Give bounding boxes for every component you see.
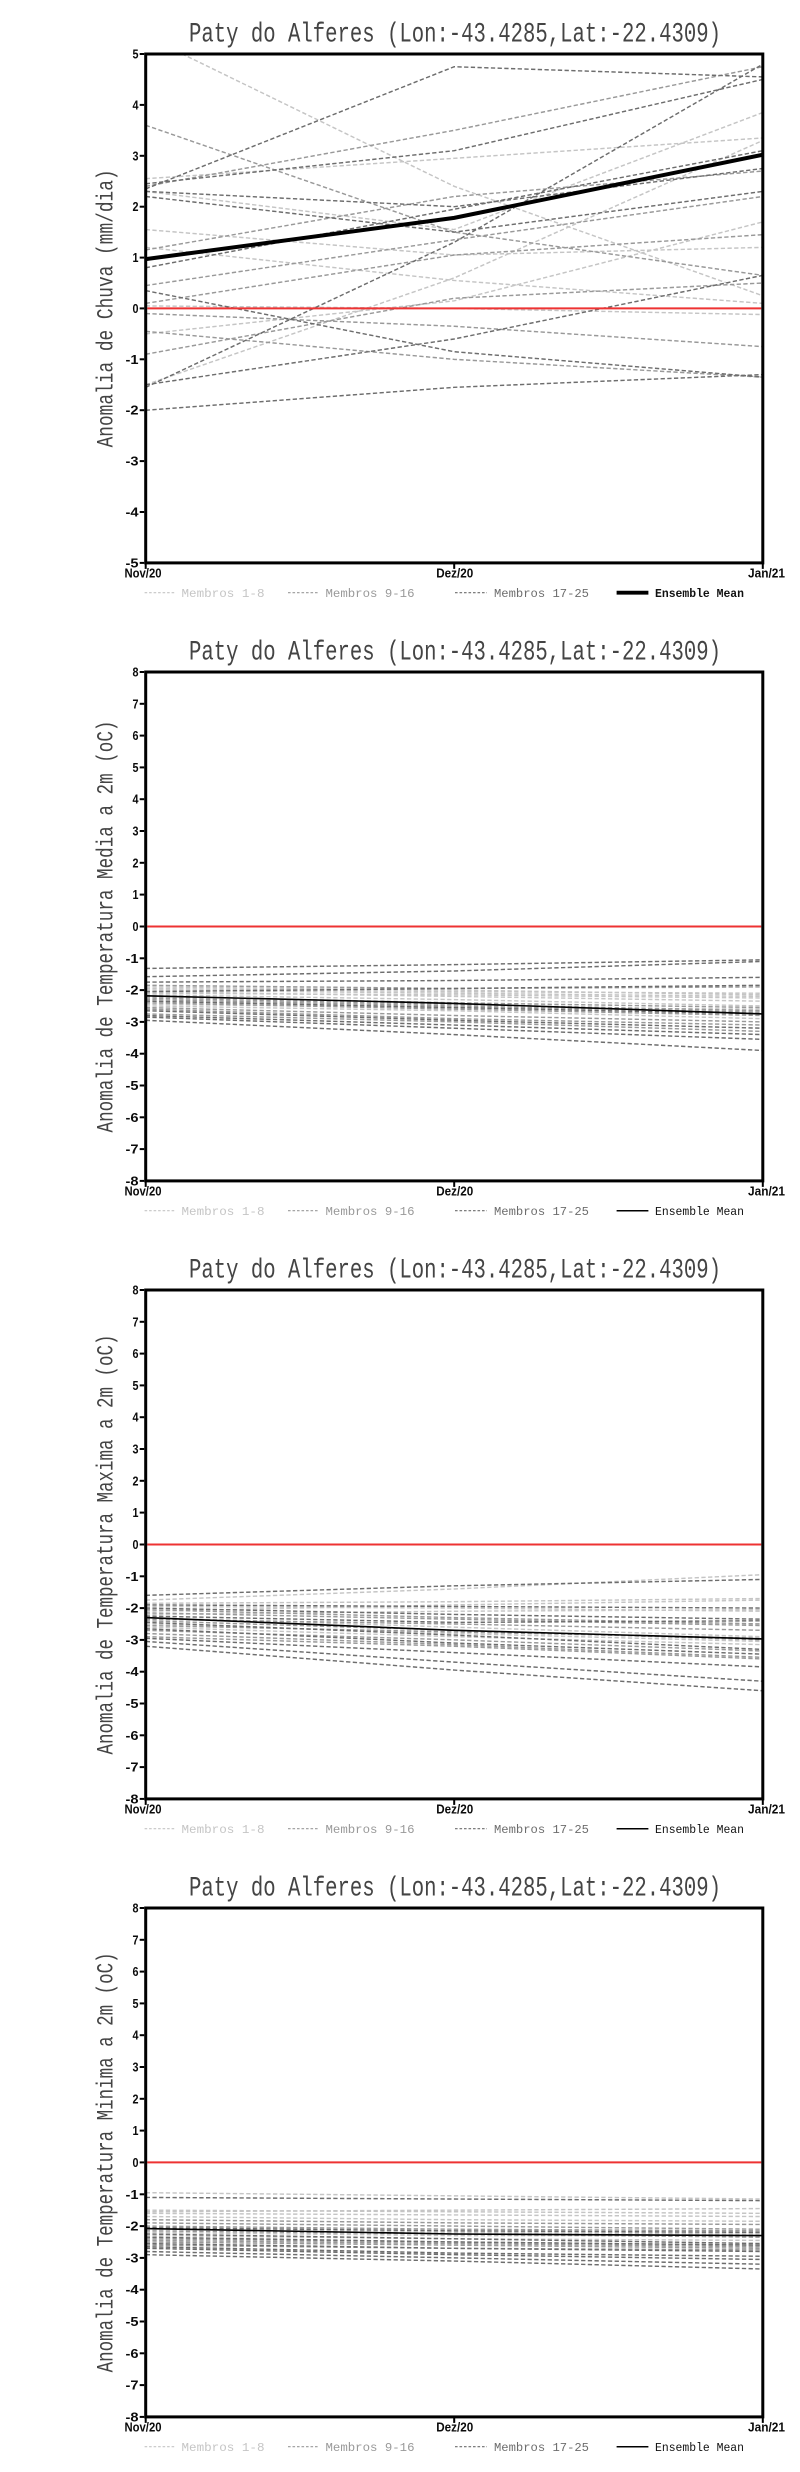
svg-text:-3: -3: [126, 1014, 139, 1029]
svg-text:Ensemble Mean: Ensemble Mean: [655, 1823, 744, 1837]
svg-text:Dez/20: Dez/20: [436, 2419, 473, 2434]
svg-text:7: 7: [133, 1314, 139, 1329]
svg-text:Membros 17-25: Membros 17-25: [494, 1823, 589, 1837]
svg-text:7: 7: [133, 1932, 139, 1947]
svg-text:Paty do Alferes (Lon:-43.4285,: Paty do Alferes (Lon:-43.4285,Lat:-22.43…: [189, 1874, 721, 1905]
svg-text:Jan/21: Jan/21: [748, 1183, 785, 1198]
svg-text:7: 7: [133, 696, 139, 711]
svg-text:-4: -4: [126, 505, 140, 520]
svg-text:4: 4: [133, 97, 140, 112]
svg-text:5: 5: [133, 1378, 139, 1393]
svg-text:4: 4: [133, 792, 140, 807]
svg-text:Dez/20: Dez/20: [436, 1801, 473, 1816]
svg-text:Anomalia de Temperatura Minima: Anomalia de Temperatura Minima a 2m (oC): [94, 1952, 120, 2372]
svg-text:-7: -7: [126, 1142, 139, 1157]
svg-text:Jan/21: Jan/21: [748, 565, 785, 580]
svg-text:Membros 9-16: Membros 9-16: [326, 1205, 415, 1219]
svg-text:-8: -8: [126, 1173, 139, 1188]
svg-text:2: 2: [133, 199, 139, 214]
svg-text:Anomalia de Temperatura Media: Anomalia de Temperatura Media a 2m (oC): [94, 721, 120, 1133]
svg-text:-8: -8: [126, 2409, 139, 2424]
svg-text:1: 1: [133, 1505, 139, 1520]
svg-text:1: 1: [133, 250, 139, 265]
svg-text:4: 4: [133, 2028, 140, 2043]
svg-text:Paty do Alferes (Lon:-43.4285,: Paty do Alferes (Lon:-43.4285,Lat:-22.43…: [189, 1256, 721, 1287]
svg-text:Anomalia de Temperatura Maxima: Anomalia de Temperatura Maxima a 2m (oC): [94, 1335, 120, 1755]
svg-text:1: 1: [133, 2123, 139, 2138]
svg-text:0: 0: [133, 2155, 139, 2170]
svg-text:Membros 1-8: Membros 1-8: [182, 587, 265, 601]
svg-text:-5: -5: [126, 2314, 139, 2329]
svg-text:Membros 9-16: Membros 9-16: [326, 2441, 415, 2455]
svg-text:Nov/20: Nov/20: [125, 2419, 162, 2434]
svg-text:-4: -4: [126, 1046, 140, 1061]
svg-text:Ensemble Mean: Ensemble Mean: [655, 587, 744, 601]
svg-text:2: 2: [133, 2091, 139, 2106]
svg-text:-5: -5: [126, 555, 139, 570]
svg-text:-6: -6: [126, 2346, 139, 2361]
svg-text:Paty do Alferes (Lon:-43.4285,: Paty do Alferes (Lon:-43.4285,Lat:-22.43…: [189, 638, 721, 669]
svg-text:Paty do Alferes (Lon:-43.4285,: Paty do Alferes (Lon:-43.4285,Lat:-22.43…: [189, 20, 721, 51]
svg-text:6: 6: [133, 728, 139, 743]
svg-text:-7: -7: [126, 2378, 139, 2393]
svg-text:5: 5: [133, 760, 139, 775]
svg-text:Membros 17-25: Membros 17-25: [494, 2441, 589, 2455]
svg-text:-4: -4: [126, 2282, 140, 2297]
svg-text:-3: -3: [126, 1632, 139, 1647]
svg-text:5: 5: [133, 1996, 139, 2011]
svg-text:-1: -1: [126, 1569, 139, 1584]
svg-text:8: 8: [133, 1901, 139, 1916]
svg-text:8: 8: [133, 665, 139, 680]
svg-text:Ensemble Mean: Ensemble Mean: [655, 1205, 744, 1219]
svg-text:Membros 1-8: Membros 1-8: [182, 1823, 265, 1837]
svg-text:3: 3: [133, 148, 139, 163]
svg-text:-5: -5: [126, 1696, 139, 1711]
svg-text:-3: -3: [126, 2250, 139, 2265]
svg-text:2: 2: [133, 855, 139, 870]
svg-text:Membros 1-8: Membros 1-8: [182, 2441, 265, 2455]
svg-text:3: 3: [133, 2060, 139, 2075]
svg-text:Anomalia de Chuva (mm/dia): Anomalia de Chuva (mm/dia): [94, 169, 120, 447]
svg-text:-7: -7: [126, 1760, 139, 1775]
svg-text:6: 6: [133, 1346, 139, 1361]
svg-text:-2: -2: [126, 2219, 139, 2234]
svg-text:3: 3: [133, 1442, 139, 1457]
svg-text:Membros 9-16: Membros 9-16: [326, 587, 415, 601]
svg-text:Membros 1-8: Membros 1-8: [182, 1205, 265, 1219]
svg-text:-2: -2: [126, 403, 139, 418]
svg-text:5: 5: [133, 47, 139, 62]
svg-text:Membros 17-25: Membros 17-25: [494, 1205, 589, 1219]
svg-text:-4: -4: [126, 1664, 140, 1679]
svg-text:0: 0: [133, 919, 139, 934]
svg-text:Dez/20: Dez/20: [436, 1183, 473, 1198]
svg-text:-2: -2: [126, 983, 139, 998]
svg-text:Membros 9-16: Membros 9-16: [326, 1823, 415, 1837]
svg-text:Jan/21: Jan/21: [748, 1801, 785, 1816]
svg-text:Nov/20: Nov/20: [125, 1801, 162, 1816]
svg-text:0: 0: [133, 1537, 139, 1552]
svg-text:-1: -1: [126, 2187, 139, 2202]
svg-text:-1: -1: [126, 951, 139, 966]
svg-text:2: 2: [133, 1473, 139, 1488]
svg-text:Ensemble Mean: Ensemble Mean: [655, 2441, 744, 2455]
svg-text:-5: -5: [126, 1078, 139, 1093]
svg-text:Dez/20: Dez/20: [436, 565, 473, 580]
svg-text:-6: -6: [126, 1110, 139, 1125]
svg-text:Nov/20: Nov/20: [125, 565, 162, 580]
svg-text:0: 0: [133, 301, 139, 316]
svg-text:-8: -8: [126, 1791, 139, 1806]
svg-text:Jan/21: Jan/21: [748, 2419, 785, 2434]
svg-text:-6: -6: [126, 1728, 139, 1743]
svg-text:-2: -2: [126, 1601, 139, 1616]
svg-text:6: 6: [133, 1964, 139, 1979]
svg-text:4: 4: [133, 1410, 140, 1425]
svg-text:1: 1: [133, 887, 139, 902]
svg-text:-3: -3: [126, 454, 139, 469]
svg-text:Membros 17-25: Membros 17-25: [494, 587, 589, 601]
svg-text:3: 3: [133, 824, 139, 839]
svg-text:-1: -1: [126, 352, 139, 367]
svg-text:8: 8: [133, 1283, 139, 1298]
svg-text:Nov/20: Nov/20: [125, 1183, 162, 1198]
